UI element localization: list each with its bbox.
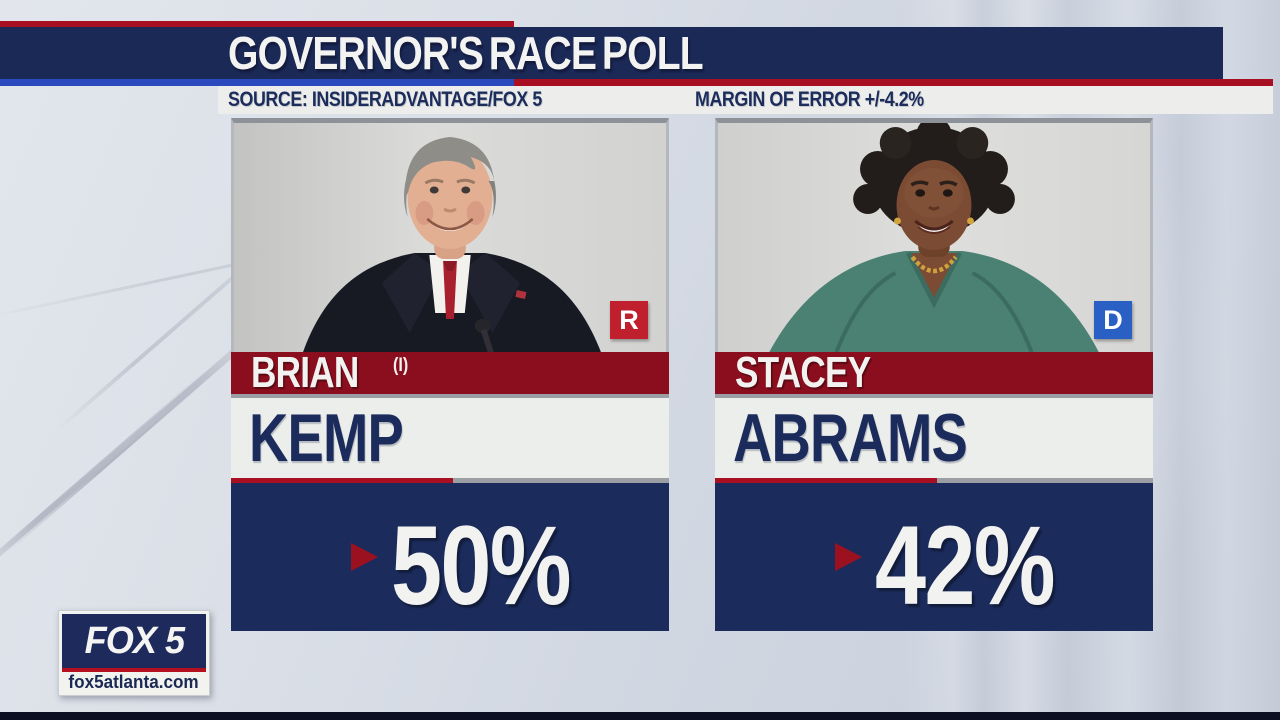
- station-website-row: fox5atlanta.com: [62, 672, 206, 692]
- page-title: GOVERNOR'S RACE POLL: [228, 27, 704, 79]
- margin-of-error-label: MARGIN OF ERROR +/-4.2%: [695, 88, 924, 111]
- poll-result-box: 42%: [715, 483, 1153, 631]
- candidate-photo-kemp: R: [231, 118, 669, 352]
- candidate-first-name: BRIAN: [251, 348, 359, 397]
- kemp-portrait-illustration: [234, 123, 666, 352]
- station-logo-red-line: [62, 668, 206, 672]
- poll-result-box: 50%: [231, 483, 669, 631]
- station-logo: FOX 5 fox5atlanta.com: [58, 610, 210, 696]
- poll-percentage: 50%: [391, 503, 572, 628]
- headline-banner: GOVERNOR'S RACE POLL: [0, 27, 1223, 79]
- card-rule-gray: [937, 478, 1153, 483]
- card-rule: [715, 478, 1153, 483]
- bullet-arrow-icon: [351, 543, 378, 571]
- card-rule-red: [715, 478, 937, 483]
- first-name-bar: BRIAN (I): [231, 348, 669, 397]
- header-blue-underbar: [0, 79, 514, 86]
- header-red-underbar: [514, 79, 1273, 86]
- incumbent-mark: (I): [393, 355, 409, 376]
- first-name-bar: STACEY: [715, 348, 1153, 397]
- card-divider: [715, 394, 1153, 398]
- header-red-bar: [0, 21, 514, 27]
- station-name: FOX 5: [84, 619, 185, 662]
- party-badge-republican: R: [610, 301, 648, 339]
- poll-percentage: 42%: [875, 503, 1056, 628]
- candidate-last-name: KEMP: [249, 400, 404, 476]
- card-rule-gray: [453, 478, 669, 483]
- candidate-card-kemp: R BRIAN (I) KEMP 50%: [231, 118, 669, 631]
- card-rule: [231, 478, 669, 483]
- last-name-bar: KEMP: [231, 398, 669, 478]
- source-label: SOURCE: INSIDERADVANTAGE/FOX 5: [228, 88, 542, 111]
- bullet-arrow-icon: [835, 543, 862, 571]
- source-strip: SOURCE: INSIDERADVANTAGE/FOX 5 MARGIN OF…: [218, 86, 1273, 114]
- candidate-photo-abrams: D: [715, 118, 1153, 352]
- card-rule-red: [231, 478, 453, 483]
- party-letter: R: [619, 304, 639, 335]
- station-logo-box: FOX 5: [62, 614, 206, 668]
- party-letter: D: [1103, 304, 1123, 335]
- background-streak: [0, 369, 211, 597]
- candidate-first-name: STACEY: [735, 348, 871, 397]
- candidate-last-name: ABRAMS: [733, 400, 968, 476]
- abrams-portrait-illustration: [718, 123, 1150, 352]
- party-badge-democrat: D: [1094, 301, 1132, 339]
- candidate-card-abrams: D STACEY ABRAMS 42%: [715, 118, 1153, 631]
- bottom-edge-bar: [0, 712, 1280, 720]
- card-divider: [231, 394, 669, 398]
- last-name-bar: ABRAMS: [715, 398, 1153, 478]
- station-website: fox5atlanta.com: [68, 671, 200, 692]
